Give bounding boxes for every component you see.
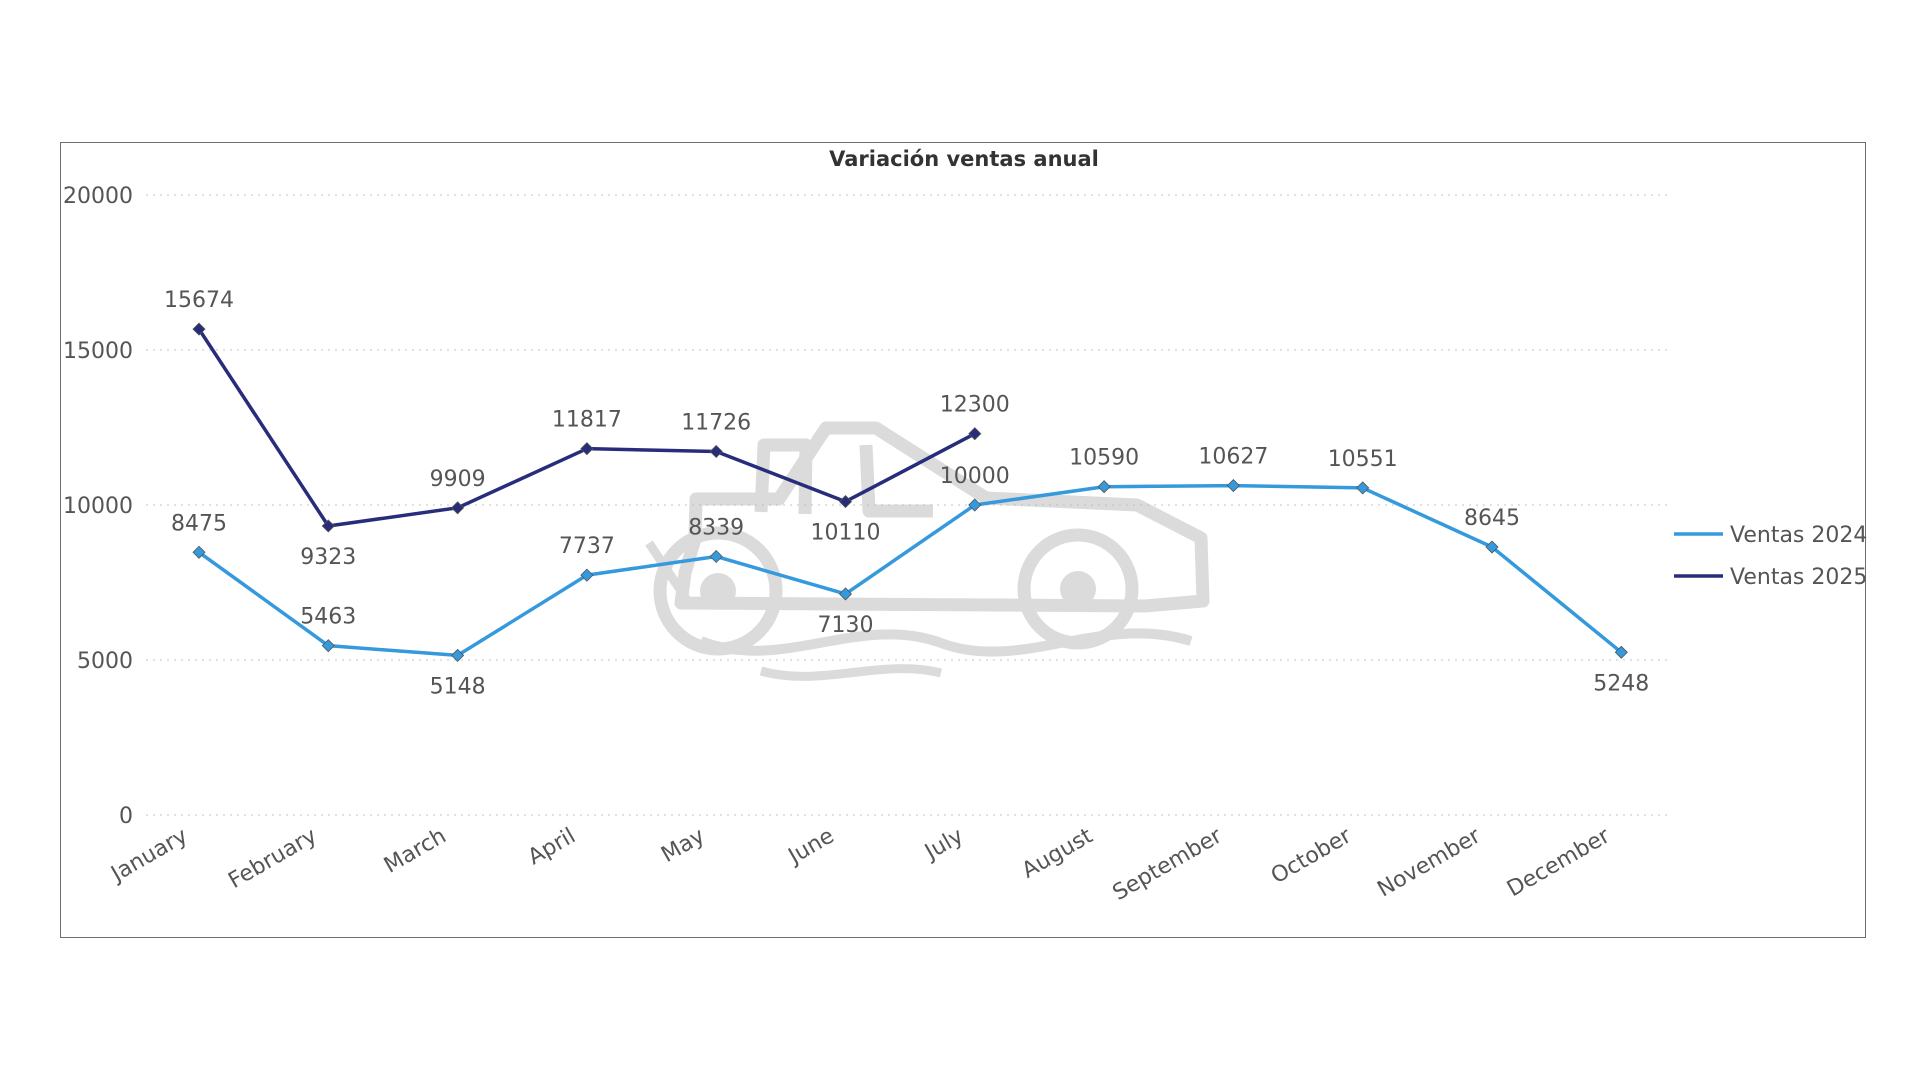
data-label: 5463 [300,605,356,630]
data-label: 11726 [681,410,751,435]
data-labels: 8475 5463 5148 7737 8339 7130 10000 10590 10627 1… [164,288,1649,699]
data-label: 10000 [940,464,1010,489]
data-point[interactable] [968,427,982,441]
data-label: 8645 [1464,506,1520,531]
x-tick-label: November [1373,823,1485,902]
data-label: 9323 [300,545,356,570]
legend-item-ventas-2025[interactable]: Ventas 2025 [1674,565,1867,590]
data-label: 5148 [430,674,486,699]
chart-svg: Variación ventas anual 0 5000 10000 15000 20… [63,147,1867,906]
chart-frame: Variación ventas anual 0 5000 10000 15000 20… [60,142,1867,938]
data-point[interactable] [192,322,206,336]
legend-label: Ventas 2024 [1730,523,1867,548]
data-label: 5248 [1593,671,1649,696]
data-label: 7130 [818,613,874,638]
y-axis-ticks: 0 5000 10000 15000 20000 [63,184,133,829]
y-tick-label: 20000 [63,184,133,209]
y-tick-label: 5000 [77,649,133,674]
data-point[interactable] [1097,480,1111,494]
data-label: 8339 [688,515,744,540]
x-tick-label: March [380,824,451,879]
x-tick-label: September [1109,823,1228,906]
x-tick-label: May [657,824,709,868]
data-label: 10590 [1069,446,1139,471]
legend: Ventas 2024 Ventas 2025 [1674,523,1867,590]
series-markers [192,322,1628,662]
x-tick-label: July [919,824,968,866]
data-label: 12300 [940,393,1010,418]
data-point[interactable] [192,545,206,559]
x-tick-label: December [1503,823,1615,902]
data-point[interactable] [451,501,465,515]
data-point[interactable] [838,495,853,509]
data-label: 7737 [559,534,615,559]
data-label: 10551 [1328,447,1398,472]
x-tick-label: August [1018,823,1097,883]
chart-title: Variación ventas anual [829,147,1099,171]
data-label: 10110 [811,521,881,546]
data-point[interactable] [968,498,982,512]
data-point[interactable] [1226,478,1240,493]
data-point[interactable] [709,549,723,564]
data-label: 15674 [164,288,234,313]
x-tick-label: April [524,824,580,871]
x-tick-label: January [106,824,192,888]
data-point[interactable] [1614,645,1628,659]
data-label: 10627 [1198,445,1268,470]
x-tick-label: October [1267,823,1357,889]
legend-label: Ventas 2025 [1730,565,1867,590]
data-point[interactable] [321,639,335,653]
y-tick-label: 15000 [63,339,133,364]
x-axis-ticks: January February March April May June July Augu… [106,823,1616,906]
data-point[interactable] [580,568,594,582]
data-label: 9909 [430,467,486,492]
legend-item-ventas-2024[interactable]: Ventas 2024 [1674,523,1867,548]
y-tick-label: 0 [119,804,133,829]
data-point[interactable] [838,587,853,601]
data-label: 11817 [552,408,622,433]
data-point[interactable] [321,519,335,533]
y-tick-label: 10000 [63,494,133,519]
data-point[interactable] [709,444,723,459]
series-line-0 [197,483,1623,658]
x-tick-label: February [224,824,321,894]
data-point[interactable] [1485,540,1499,554]
data-label: 8475 [171,511,227,536]
truck-watermark-icon [645,421,1210,681]
data-point[interactable] [580,442,594,456]
data-point[interactable] [451,648,465,662]
x-tick-label: June [783,824,839,871]
grid-lines [146,194,1669,816]
data-point[interactable] [1356,481,1370,495]
